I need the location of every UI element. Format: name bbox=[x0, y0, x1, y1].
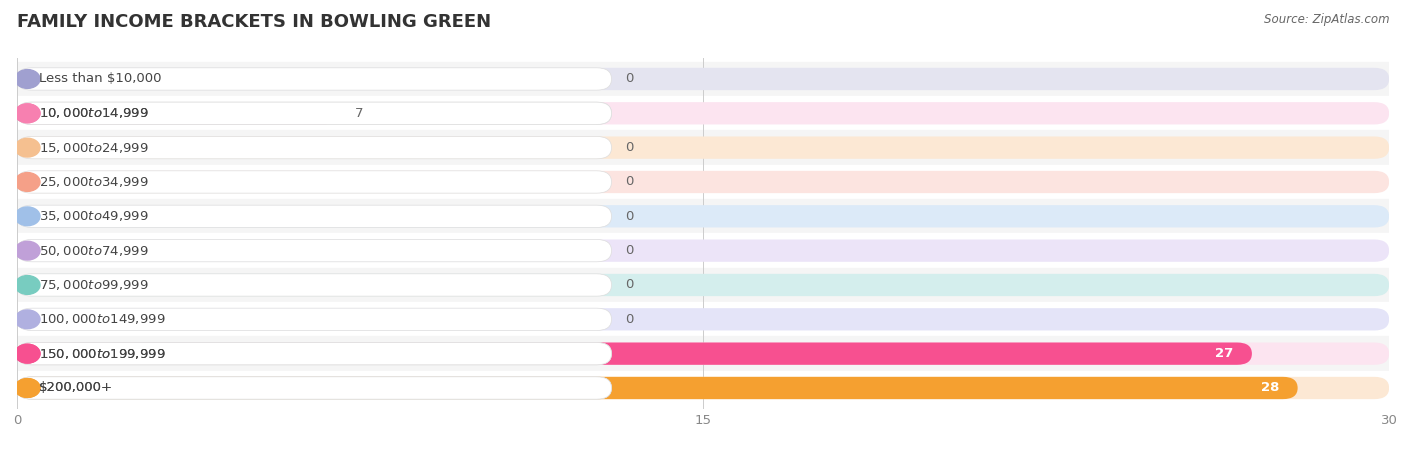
Text: 0: 0 bbox=[626, 278, 634, 291]
Circle shape bbox=[15, 344, 39, 363]
Text: $10,000 to $14,999: $10,000 to $14,999 bbox=[39, 106, 149, 120]
Circle shape bbox=[15, 70, 39, 88]
FancyBboxPatch shape bbox=[17, 308, 612, 330]
FancyBboxPatch shape bbox=[17, 343, 612, 365]
FancyBboxPatch shape bbox=[17, 205, 1389, 228]
FancyBboxPatch shape bbox=[17, 102, 1389, 124]
Text: 0: 0 bbox=[626, 72, 634, 85]
Circle shape bbox=[15, 207, 39, 226]
Text: $150,000 to $199,999: $150,000 to $199,999 bbox=[39, 347, 166, 361]
Text: 27: 27 bbox=[1215, 347, 1233, 360]
FancyBboxPatch shape bbox=[17, 274, 612, 296]
Text: 7: 7 bbox=[356, 107, 364, 120]
Circle shape bbox=[15, 276, 39, 295]
Bar bbox=[17, 131, 1389, 165]
Text: 0: 0 bbox=[626, 313, 634, 326]
Bar bbox=[17, 199, 1389, 233]
Text: $10,000 to $14,999: $10,000 to $14,999 bbox=[39, 106, 149, 120]
FancyBboxPatch shape bbox=[17, 239, 1389, 262]
FancyBboxPatch shape bbox=[17, 205, 612, 228]
Circle shape bbox=[15, 379, 39, 397]
Text: $75,000 to $99,999: $75,000 to $99,999 bbox=[39, 278, 149, 292]
FancyBboxPatch shape bbox=[17, 308, 1389, 330]
Circle shape bbox=[15, 104, 39, 123]
FancyBboxPatch shape bbox=[17, 377, 612, 399]
Text: $50,000 to $74,999: $50,000 to $74,999 bbox=[39, 244, 149, 258]
FancyBboxPatch shape bbox=[17, 68, 1389, 90]
Text: $100,000 to $149,999: $100,000 to $149,999 bbox=[39, 313, 166, 326]
Text: Less than $10,000: Less than $10,000 bbox=[39, 72, 162, 85]
Bar bbox=[17, 165, 1389, 199]
Text: 0: 0 bbox=[626, 141, 634, 154]
Text: Source: ZipAtlas.com: Source: ZipAtlas.com bbox=[1264, 13, 1389, 26]
FancyBboxPatch shape bbox=[17, 171, 1389, 193]
Circle shape bbox=[15, 172, 39, 191]
Bar bbox=[17, 336, 1389, 371]
FancyBboxPatch shape bbox=[17, 102, 612, 124]
FancyBboxPatch shape bbox=[17, 239, 612, 262]
Bar bbox=[17, 233, 1389, 268]
Text: 0: 0 bbox=[626, 210, 634, 223]
Bar bbox=[17, 268, 1389, 302]
FancyBboxPatch shape bbox=[17, 343, 1251, 365]
Circle shape bbox=[15, 241, 39, 260]
Circle shape bbox=[15, 379, 39, 397]
FancyBboxPatch shape bbox=[17, 343, 612, 365]
Text: $35,000 to $49,999: $35,000 to $49,999 bbox=[39, 209, 149, 223]
FancyBboxPatch shape bbox=[17, 377, 612, 399]
Text: $15,000 to $24,999: $15,000 to $24,999 bbox=[39, 141, 149, 154]
Text: 0: 0 bbox=[626, 244, 634, 257]
Bar bbox=[17, 371, 1389, 405]
Text: FAMILY INCOME BRACKETS IN BOWLING GREEN: FAMILY INCOME BRACKETS IN BOWLING GREEN bbox=[17, 13, 491, 31]
Text: $200,000+: $200,000+ bbox=[39, 382, 114, 395]
Bar bbox=[17, 96, 1389, 131]
Bar bbox=[17, 62, 1389, 96]
Text: 28: 28 bbox=[1261, 382, 1279, 395]
FancyBboxPatch shape bbox=[17, 136, 1389, 159]
FancyBboxPatch shape bbox=[17, 274, 1389, 296]
Circle shape bbox=[15, 138, 39, 157]
Text: $150,000 to $199,999: $150,000 to $199,999 bbox=[39, 347, 166, 361]
FancyBboxPatch shape bbox=[17, 343, 1389, 365]
Circle shape bbox=[15, 310, 39, 329]
Text: $200,000+: $200,000+ bbox=[39, 382, 114, 395]
Circle shape bbox=[15, 344, 39, 363]
FancyBboxPatch shape bbox=[17, 171, 612, 193]
Text: $25,000 to $34,999: $25,000 to $34,999 bbox=[39, 175, 149, 189]
FancyBboxPatch shape bbox=[17, 102, 337, 124]
Text: 0: 0 bbox=[626, 176, 634, 189]
FancyBboxPatch shape bbox=[17, 377, 1298, 399]
FancyBboxPatch shape bbox=[17, 68, 612, 90]
FancyBboxPatch shape bbox=[17, 102, 612, 124]
Circle shape bbox=[15, 104, 39, 123]
FancyBboxPatch shape bbox=[17, 377, 1389, 399]
Bar bbox=[17, 302, 1389, 336]
FancyBboxPatch shape bbox=[17, 136, 612, 159]
